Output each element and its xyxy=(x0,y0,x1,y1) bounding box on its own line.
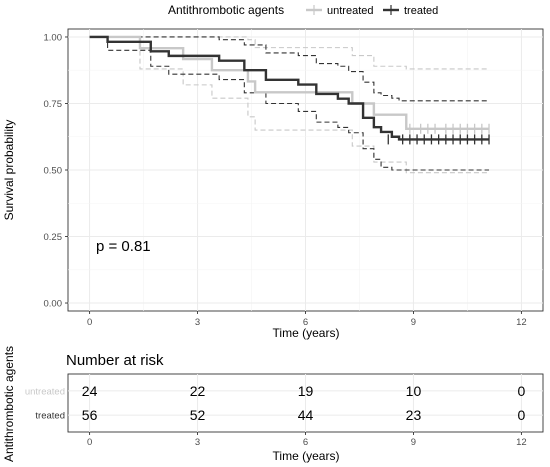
censor-marks xyxy=(387,123,490,145)
y-axis-ticks: 0.00 0.25 0.50 0.75 1.00 xyxy=(44,32,68,310)
risk-x-tick-label: 12 xyxy=(516,437,527,448)
risk-table-title: Number at risk xyxy=(66,352,164,369)
risk-x-tick-label: 3 xyxy=(195,437,200,448)
risk-count: 0 xyxy=(518,383,526,399)
y-tick-label: 0.00 xyxy=(44,299,63,310)
legend-title: Antithrombotic agents xyxy=(168,3,284,17)
ci-lower-untreated xyxy=(89,36,490,174)
risk-count: 19 xyxy=(298,383,314,399)
survival-curve-untreated xyxy=(89,35,490,130)
risk-table-rows: untreated 24 22 19 10 0 treated 56 52 44 23 0 xyxy=(25,383,526,423)
ci-upper-treated xyxy=(89,36,490,102)
risk-x-tick-label: 6 xyxy=(303,437,308,448)
risk-x-tick-label: 0 xyxy=(87,437,92,448)
y-axis-label: Survival probability xyxy=(2,120,16,221)
survival-curve-treated xyxy=(89,35,490,141)
x-tick-label: 0 xyxy=(87,317,92,328)
x-tick-label: 3 xyxy=(195,317,200,328)
risk-count: 0 xyxy=(518,407,526,423)
y-tick-label: 1.00 xyxy=(44,32,63,43)
x-tick-label: 6 xyxy=(303,317,308,328)
y-tick-label: 0.75 xyxy=(44,99,63,110)
ci-upper-untreated xyxy=(89,36,490,70)
risk-table-x-ticks: 0 3 6 9 12 xyxy=(87,432,527,448)
survival-curves xyxy=(89,35,490,141)
risk-row-label: treated xyxy=(35,411,65,422)
y-tick-label: 0.25 xyxy=(44,232,63,243)
x-tick-label: 12 xyxy=(516,317,527,328)
risk-count: 44 xyxy=(298,407,314,423)
x-tick-label: 9 xyxy=(411,317,416,328)
x-axis-ticks: 0 3 6 9 12 xyxy=(87,311,527,328)
risk-count: 24 xyxy=(82,383,98,399)
risk-table-x-label: Time (years) xyxy=(273,449,340,463)
y-tick-label: 0.50 xyxy=(44,166,63,177)
legend-label-untreated: untreated xyxy=(327,5,373,17)
legend-label-treated: treated xyxy=(404,5,438,17)
risk-table-y-label: Antithrombotic agents xyxy=(2,346,16,462)
confidence-bands xyxy=(89,36,490,174)
risk-table-grid xyxy=(68,374,543,432)
plot-grid xyxy=(68,29,543,311)
risk-count: 10 xyxy=(406,383,422,399)
risk-x-tick-label: 9 xyxy=(411,437,416,448)
risk-row-label: untreated xyxy=(25,386,65,397)
legend: Antithrombotic agents untreated treated xyxy=(168,3,438,17)
ci-lower-treated xyxy=(89,36,490,171)
risk-count: 56 xyxy=(82,407,98,423)
x-axis-label: Time (years) xyxy=(273,326,340,340)
risk-count: 52 xyxy=(190,407,206,423)
risk-count: 23 xyxy=(406,407,422,423)
risk-count: 22 xyxy=(190,383,206,399)
p-value-annotation: p = 0.81 xyxy=(96,238,151,255)
